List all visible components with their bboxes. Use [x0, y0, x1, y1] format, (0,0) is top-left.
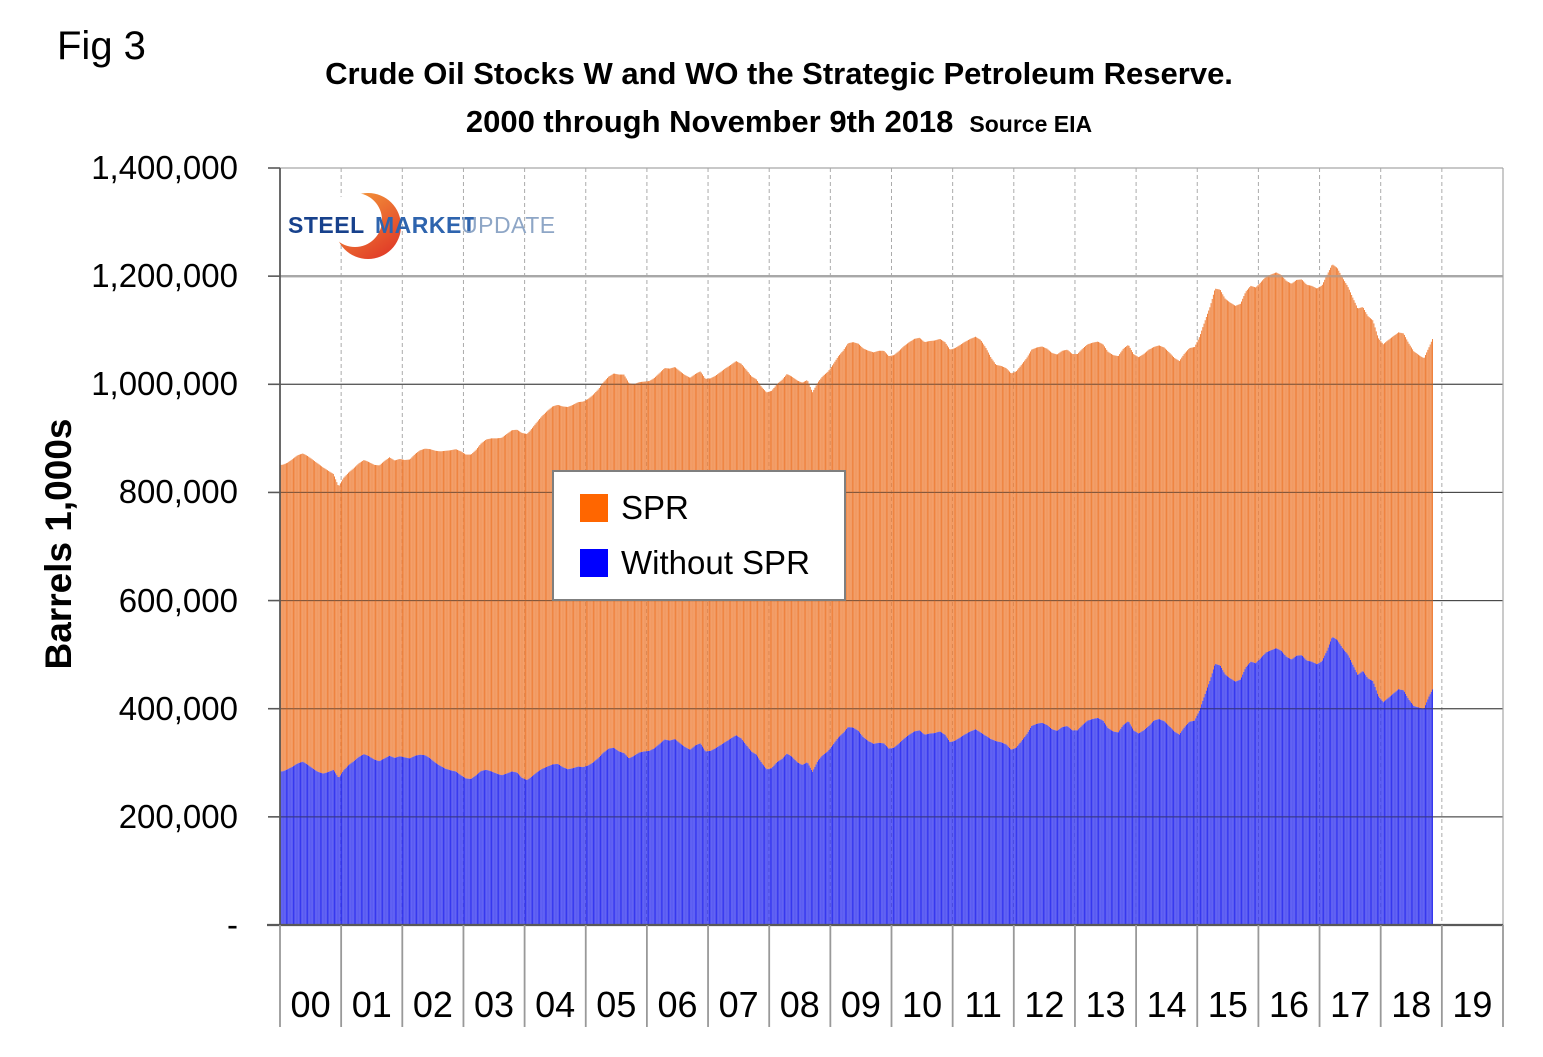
x-axis-year-label: 09 [840, 984, 881, 1025]
logo-word-market: MARKET [375, 212, 477, 238]
x-axis-year-label: 07 [718, 984, 759, 1025]
y-axis-tick-label: 400,000 [118, 689, 238, 727]
chart-title-line1: Crude Oil Stocks W and WO the Strategic … [325, 56, 1233, 91]
logo-word-update: UPDATE [461, 212, 556, 238]
y-axis-tick-label: - [227, 906, 238, 943]
legend-item-without-spr: Without SPR [580, 544, 844, 582]
y-axis-tick-label: 800,000 [118, 473, 238, 511]
figure-number-label: Fig 3 [57, 24, 146, 68]
y-axis-tick-label: 1,200,000 [91, 257, 238, 295]
legend-item-spr: SPR [580, 489, 844, 527]
y-axis-tick-label: 200,000 [118, 797, 238, 835]
legend-label-spr: SPR [621, 489, 689, 526]
legend-label-without-spr: Without SPR [621, 544, 810, 581]
x-axis-year-label: 08 [779, 984, 820, 1025]
x-axis-year-label: 00 [290, 984, 331, 1025]
y-axis-tick-label: 1,400,000 [91, 149, 238, 186]
logo-word-steel: STEEL [288, 212, 365, 238]
chart-title-line2: 2000 through November 9th 2018 Source EIA [466, 104, 1092, 140]
x-axis-year-label: 02 [412, 984, 453, 1025]
x-axis-year-label: 03 [473, 984, 515, 1025]
x-axis-year-label: 04 [535, 984, 576, 1025]
y-axis-tick-label: 600,000 [118, 581, 238, 619]
x-axis-year-label: 18 [1391, 984, 1432, 1025]
x-axis-year-label: 14 [1146, 984, 1187, 1025]
chart-subtitle-text: 2000 through November 9th 2018 [465, 104, 954, 139]
x-axis-year-label: 06 [657, 984, 698, 1025]
x-axis-year-label: 15 [1207, 984, 1248, 1025]
legend-swatch-without-spr-icon [580, 549, 608, 577]
x-axis-year-label: 12 [1024, 984, 1065, 1025]
x-axis-year-label: 19 [1452, 984, 1493, 1025]
logo-crescent-icon [328, 193, 401, 259]
x-axis-year-label: 01 [351, 984, 392, 1025]
x-axis-year-label: 11 [964, 984, 1002, 1025]
legend-swatch-spr-icon [580, 494, 608, 522]
x-axis-year-label: 16 [1268, 984, 1309, 1025]
x-axis-year-label: 13 [1085, 984, 1126, 1025]
source-label: Source EIA [969, 111, 1093, 137]
legend-box: SPR Without SPR [552, 470, 846, 601]
x-axis-year-label: 17 [1330, 984, 1371, 1025]
y-axis-title: Barrels 1,000s [38, 418, 79, 670]
x-axis-year-label: 05 [596, 984, 637, 1025]
x-axis-year-label: 10 [902, 984, 943, 1025]
y-axis-tick-label: 1,000,000 [91, 365, 238, 403]
